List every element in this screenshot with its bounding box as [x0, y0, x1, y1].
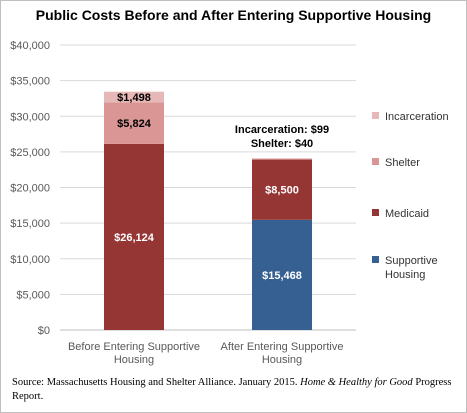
category-label: Housing [114, 354, 154, 366]
legend-label: Housing [385, 269, 425, 281]
bar-segment-supportive-housing [252, 219, 312, 330]
data-label: $26,124 [114, 232, 155, 244]
category-label: After Entering Supportive [221, 341, 344, 353]
y-tick-label: $5,000 [16, 289, 50, 301]
bar-segment-shelter [104, 102, 164, 144]
source-prefix: Source: Massachusetts Housing and Shelte… [12, 377, 298, 388]
bar-segment-incarceration [104, 91, 164, 103]
annotations: Incarceration: $99 Shelter: $40 [235, 124, 329, 150]
legend-label: Shelter [385, 157, 420, 169]
y-tick-label: $25,000 [10, 147, 50, 159]
category-label: Before Entering Supportive [68, 341, 200, 353]
bars [104, 91, 312, 330]
source-suffix: Progress Report. [12, 377, 452, 402]
data-label: $15,468 [262, 270, 302, 282]
chart-title: Public Costs Before and After Entering S… [35, 7, 432, 23]
annotation-incarceration: Incarceration: $99 [235, 124, 329, 136]
bar-labels: $26,124 $5,824 $1,498 $15,468 $8,500 [114, 92, 302, 282]
y-tick-label: $10,000 [10, 254, 50, 266]
legend: Incarceration Shelter Medicaid Supportive Ho… [372, 111, 449, 281]
y-tick-label: $40,000 [10, 40, 50, 52]
data-label: $5,824 [117, 118, 152, 130]
y-tick-label: $0 [38, 325, 50, 337]
bar-segment-incarceration [252, 158, 312, 160]
legend-label: Medicaid [385, 208, 429, 220]
y-tick-label: $30,000 [10, 111, 50, 123]
category-label: Housing [262, 354, 302, 366]
y-axis-ticks: $0 $5,000 $10,000 $15,000 $20,000 $25,000 $30,… [10, 40, 50, 337]
bar-segment-shelter [252, 158, 312, 160]
data-label: $1,498 [117, 92, 151, 104]
bar-segment-medicaid [104, 143, 164, 330]
source-note: Source: Massachusetts Housing and Shelte… [12, 376, 457, 404]
data-label: $8,500 [265, 185, 299, 197]
legend-swatch-medicaid [372, 209, 379, 216]
legend-label: Supportive [385, 255, 438, 267]
y-tick-label: $35,000 [10, 76, 50, 88]
source-report-title: Home & Healthy for Good [300, 377, 413, 388]
y-tick-label: $15,000 [10, 218, 50, 230]
legend-label: Incarceration [385, 111, 449, 123]
annotation-shelter: Shelter: $40 [251, 138, 313, 150]
legend-swatch-supportive-housing [372, 256, 379, 263]
legend-swatch-incarceration [372, 112, 379, 119]
bar-segment-medicaid [252, 159, 312, 220]
y-tick-label: $20,000 [10, 183, 50, 195]
legend-swatch-shelter [372, 158, 379, 165]
